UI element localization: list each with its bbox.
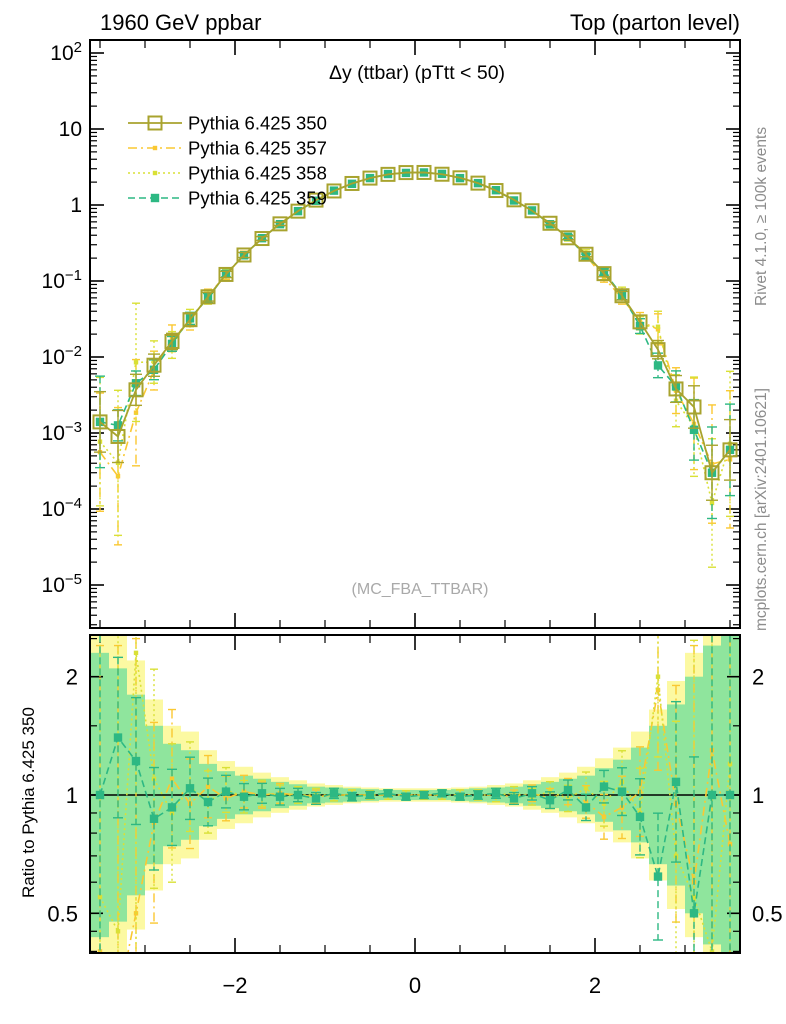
ratio-tick-label-right: 1 bbox=[752, 783, 764, 808]
x-tick-label: 0 bbox=[409, 973, 421, 998]
x-tick-label: −2 bbox=[222, 973, 247, 998]
panel-borders bbox=[89, 39, 741, 954]
legend-item-358: Pythia 6.425 358 bbox=[128, 163, 327, 184]
ratio-tick-label-left: 0.5 bbox=[47, 901, 78, 926]
header-beam-energy: 1960 GeV ppbar bbox=[100, 10, 261, 35]
legend-item-357: Pythia 6.425 357 bbox=[128, 138, 327, 159]
legend-item-350: Pythia 6.425 350 bbox=[128, 113, 327, 134]
main-series-350 bbox=[92, 164, 738, 501]
ratio-tick-label-left: 1 bbox=[66, 783, 78, 808]
ratio-tick-label-right: 2 bbox=[752, 665, 764, 690]
x-tick-label: 2 bbox=[589, 973, 601, 998]
ratio-tick-label-left: 2 bbox=[66, 665, 78, 690]
main-y-tick-label: 10−5 bbox=[42, 571, 82, 597]
analysis-watermark: (MC_FBA_TTBAR) bbox=[352, 581, 489, 598]
main-y-tick-label: 102 bbox=[50, 39, 82, 65]
main-y-tick-label: 10−2 bbox=[42, 343, 82, 369]
header-process: Top (parton level) bbox=[570, 10, 740, 35]
legend-label-359: Pythia 6.425 359 bbox=[188, 188, 327, 209]
main-y-tick-label: 10−4 bbox=[42, 495, 82, 521]
ratio-axis-label: Ratio to Pythia 6.425 350 bbox=[19, 707, 38, 898]
mcplots-attribution: mcplots.cern.ch [arXiv:2401.10621] bbox=[753, 388, 770, 631]
ratio-tick-label-right: 0.5 bbox=[752, 901, 783, 926]
legend: Pythia 6.425 350 Pythia 6.425 357 Pythia 6… bbox=[128, 113, 327, 209]
main-y-tick-label: 10−3 bbox=[42, 419, 82, 445]
axis-ticks bbox=[90, 40, 740, 953]
legend-item-359: Pythia 6.425 359 bbox=[128, 188, 327, 209]
chart-render-root: 102 10 1 10−1 10−2 10−3 10−4 10−5 −2 0 2 2 2 1 1 0.5 0.5… bbox=[42, 39, 783, 998]
legend-label-358: Pythia 6.425 358 bbox=[188, 163, 327, 184]
rivet-version-note: Rivet 4.1.0, ≥ 100k events bbox=[753, 127, 770, 306]
main-y-tick-label: 10 bbox=[59, 118, 82, 141]
legend-label-357: Pythia 6.425 357 bbox=[188, 138, 327, 159]
legend-label-350: Pythia 6.425 350 bbox=[188, 113, 327, 134]
ratio-series-359 bbox=[95, 636, 735, 952]
main-y-tick-label: 10−1 bbox=[42, 267, 82, 293]
main-y-tick-label: 1 bbox=[70, 194, 82, 217]
plot-title: Δy (ttbar) (pTtt < 50) bbox=[329, 62, 505, 84]
